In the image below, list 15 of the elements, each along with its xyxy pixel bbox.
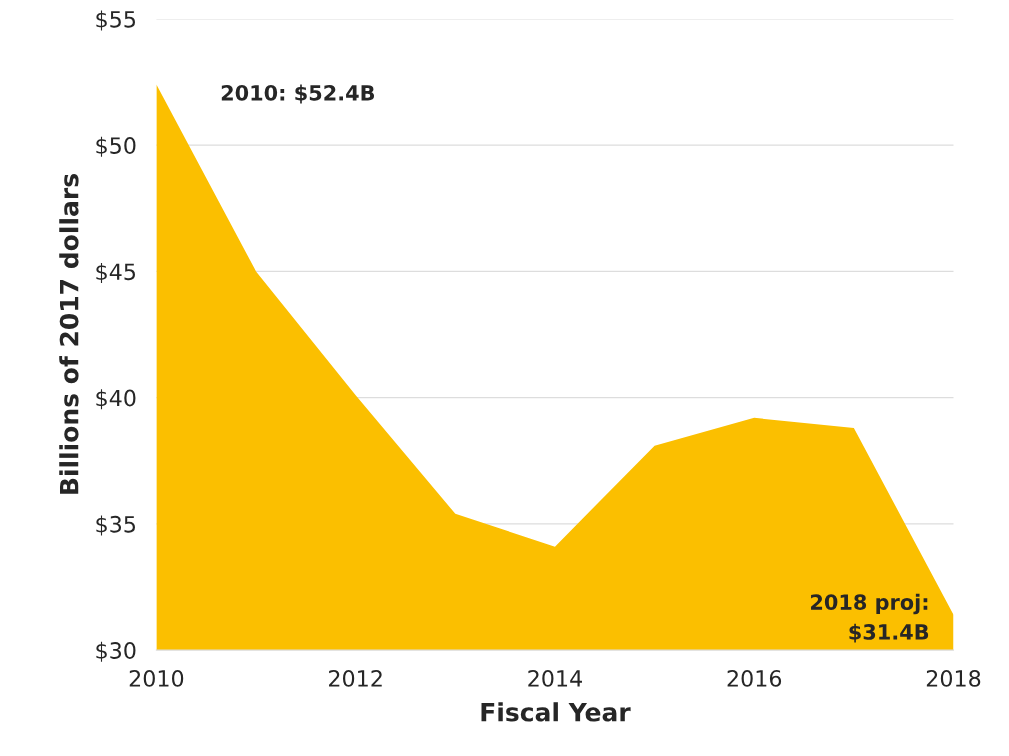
x-tick-label: 2014 (528, 670, 582, 687)
x-tick-label: 2012 (329, 670, 382, 687)
y-tick-label: $30 (96, 641, 136, 662)
x-axis-title: Fiscal Year (481, 702, 631, 722)
y-axis-title: Billions of 2017 dollars (59, 174, 79, 494)
y-tick-label: $55 (96, 10, 136, 31)
x-tick-label: 2016 (727, 670, 782, 687)
y-tick-label: $45 (96, 262, 136, 284)
annotation: 2018 proj: $31.4B (811, 593, 929, 643)
annotation: 2010: $52.4B (221, 84, 375, 104)
y-tick-label: $50 (96, 136, 136, 157)
x-tick-label: 2010 (129, 670, 184, 687)
y-tick-label: $35 (96, 515, 136, 536)
x-tick-label: 2018 (926, 670, 981, 687)
y-tick-label: $40 (96, 389, 136, 410)
